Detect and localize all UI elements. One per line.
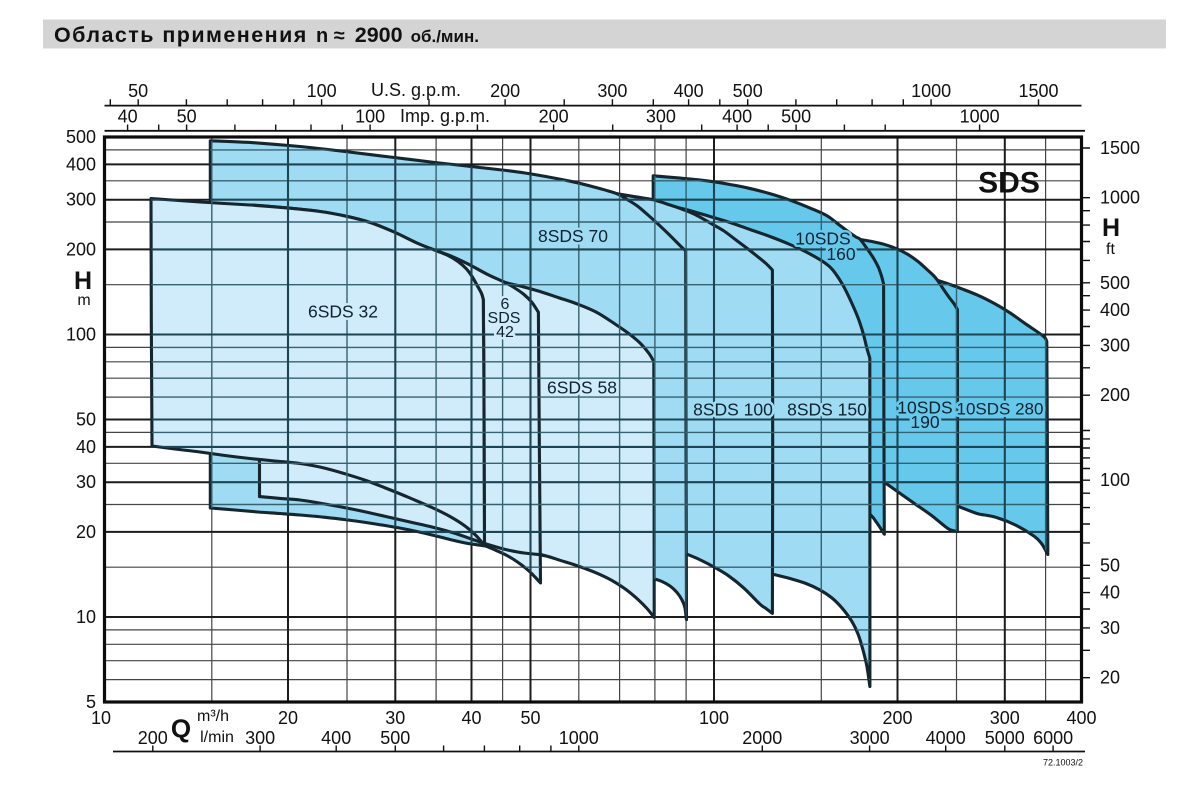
svg-text:100: 100 bbox=[1100, 470, 1130, 490]
svg-text:l/min: l/min bbox=[200, 729, 234, 746]
svg-text:6000: 6000 bbox=[1033, 728, 1073, 748]
svg-text:100: 100 bbox=[699, 708, 729, 728]
svg-text:1000: 1000 bbox=[559, 728, 599, 748]
svg-text:400: 400 bbox=[1100, 300, 1130, 320]
svg-text:40: 40 bbox=[1100, 583, 1120, 603]
svg-text:10: 10 bbox=[76, 607, 96, 627]
svg-text:20: 20 bbox=[1100, 668, 1120, 688]
svg-text:300: 300 bbox=[245, 728, 275, 748]
svg-text:400: 400 bbox=[1066, 708, 1096, 728]
svg-text:1500: 1500 bbox=[1018, 81, 1058, 101]
svg-text:U.S. g.p.m.: U.S. g.p.m. bbox=[371, 80, 461, 100]
svg-text:50: 50 bbox=[128, 81, 148, 101]
svg-text:8SDS 150: 8SDS 150 bbox=[787, 399, 867, 419]
svg-text:30: 30 bbox=[385, 708, 405, 728]
svg-text:500: 500 bbox=[66, 127, 96, 147]
svg-text:6SDS 32: 6SDS 32 bbox=[308, 302, 378, 322]
svg-text:400: 400 bbox=[722, 107, 752, 127]
svg-text:300: 300 bbox=[1100, 335, 1130, 355]
svg-text:1000: 1000 bbox=[911, 81, 951, 101]
svg-text:400: 400 bbox=[321, 728, 351, 748]
svg-text:500: 500 bbox=[380, 728, 410, 748]
svg-text:Область применения: Область применения bbox=[54, 23, 308, 47]
svg-text:5000: 5000 bbox=[985, 728, 1025, 748]
svg-text:50: 50 bbox=[1100, 555, 1120, 575]
svg-text:2000: 2000 bbox=[742, 728, 782, 748]
svg-text:Imp. g.p.m.: Imp. g.p.m. bbox=[400, 106, 490, 126]
svg-text:500: 500 bbox=[733, 81, 763, 101]
svg-text:300: 300 bbox=[597, 81, 627, 101]
svg-text:H: H bbox=[74, 267, 92, 295]
svg-text:H: H bbox=[1102, 214, 1120, 242]
svg-text:200: 200 bbox=[490, 81, 520, 101]
svg-text:160: 160 bbox=[826, 244, 855, 264]
svg-text:30: 30 bbox=[76, 472, 96, 492]
svg-text:5: 5 bbox=[86, 692, 96, 712]
svg-text:500: 500 bbox=[1100, 273, 1130, 293]
svg-text:100: 100 bbox=[307, 81, 337, 101]
svg-text:10SDS 280: 10SDS 280 bbox=[957, 400, 1044, 419]
svg-text:1000: 1000 bbox=[1100, 188, 1140, 208]
svg-text:4000: 4000 bbox=[926, 728, 966, 748]
svg-text:300: 300 bbox=[646, 107, 676, 127]
svg-text:6SDS 58: 6SDS 58 bbox=[547, 378, 617, 398]
svg-text:10SDS: 10SDS bbox=[897, 398, 952, 418]
svg-text:m: m bbox=[77, 292, 90, 309]
svg-text:1500: 1500 bbox=[1100, 138, 1140, 158]
svg-text:72.1003/2: 72.1003/2 bbox=[1043, 758, 1083, 768]
svg-text:10: 10 bbox=[91, 708, 111, 728]
svg-text:200: 200 bbox=[66, 239, 96, 259]
svg-text:300: 300 bbox=[66, 190, 96, 210]
svg-text:1000: 1000 bbox=[960, 107, 1000, 127]
svg-text:50: 50 bbox=[76, 410, 96, 430]
svg-text:SDS: SDS bbox=[978, 167, 1040, 200]
svg-text:30: 30 bbox=[1100, 618, 1120, 638]
svg-text:m³/h: m³/h bbox=[197, 708, 229, 725]
svg-text:200: 200 bbox=[882, 708, 912, 728]
svg-text:50: 50 bbox=[520, 708, 540, 728]
svg-text:50: 50 bbox=[177, 107, 197, 127]
svg-text:40: 40 bbox=[118, 107, 138, 127]
svg-text:190: 190 bbox=[910, 412, 939, 432]
svg-text:10SDS: 10SDS bbox=[795, 229, 850, 249]
svg-text:6: 6 bbox=[501, 296, 510, 313]
svg-text:8SDS 70: 8SDS 70 bbox=[538, 226, 608, 246]
svg-text:Q: Q bbox=[171, 714, 191, 744]
svg-text:200: 200 bbox=[539, 107, 569, 127]
svg-text:200: 200 bbox=[138, 728, 168, 748]
svg-text:100: 100 bbox=[66, 325, 96, 345]
svg-text:200: 200 bbox=[1100, 385, 1130, 405]
svg-text:20: 20 bbox=[278, 708, 298, 728]
svg-text:400: 400 bbox=[66, 154, 96, 174]
svg-text:40: 40 bbox=[461, 708, 481, 728]
svg-text:42: 42 bbox=[496, 324, 514, 341]
svg-text:100: 100 bbox=[355, 107, 385, 127]
svg-text:400: 400 bbox=[674, 81, 704, 101]
svg-text:300: 300 bbox=[990, 708, 1020, 728]
svg-text:500: 500 bbox=[781, 107, 811, 127]
svg-text:20: 20 bbox=[76, 522, 96, 542]
svg-text:ft: ft bbox=[1106, 241, 1115, 258]
svg-text:SDS: SDS bbox=[488, 310, 521, 327]
svg-text:8SDS 100: 8SDS 100 bbox=[693, 399, 773, 419]
svg-text:40: 40 bbox=[76, 437, 96, 457]
svg-text:3000: 3000 bbox=[850, 728, 890, 748]
